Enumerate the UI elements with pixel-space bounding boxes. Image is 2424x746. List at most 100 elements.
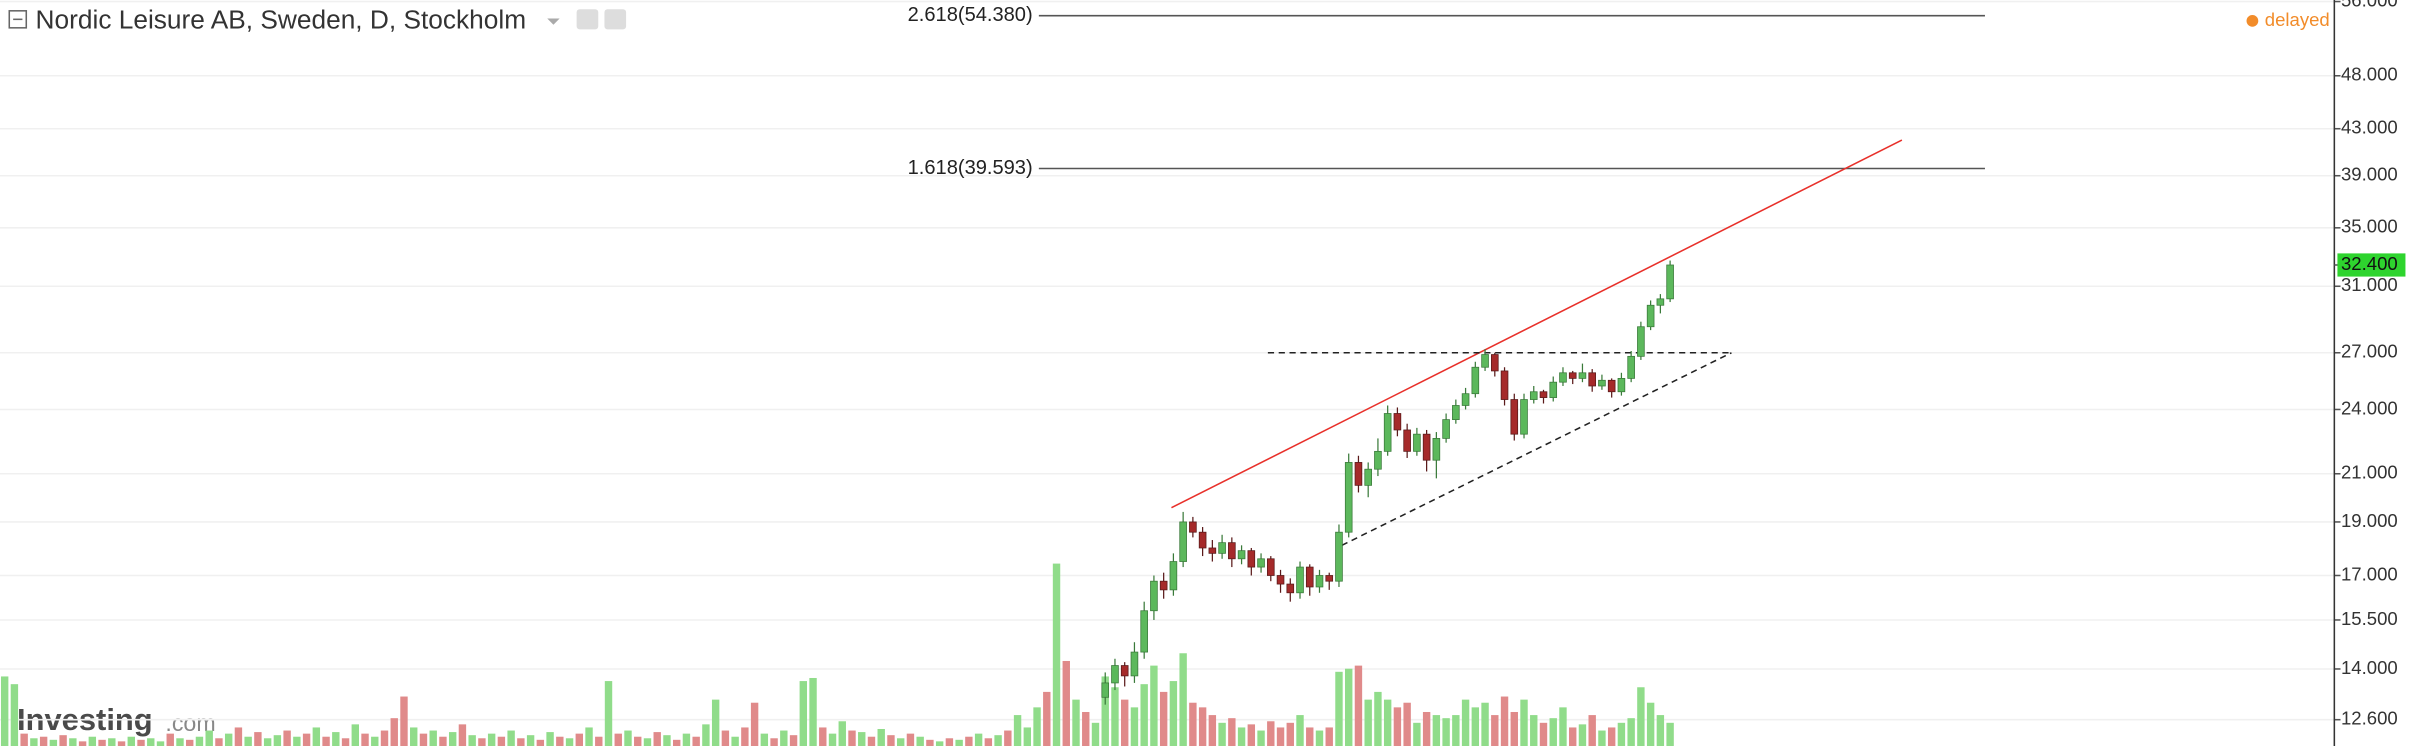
y-tick-label: 39.000 xyxy=(2341,164,2398,185)
volume-bar xyxy=(809,677,817,746)
volume-bar xyxy=(371,736,379,746)
volume-bar xyxy=(448,732,457,746)
eye-icon[interactable] xyxy=(576,9,599,30)
volume-bar xyxy=(410,727,418,746)
volume-bar xyxy=(263,738,272,746)
candle-body xyxy=(1529,391,1538,400)
volume-bar xyxy=(78,741,87,746)
volume-bar xyxy=(663,735,671,746)
volume-bar xyxy=(731,736,739,746)
volume-bar xyxy=(1325,727,1333,746)
volume-bar xyxy=(1130,707,1139,746)
volume-bar xyxy=(361,733,369,746)
candle-body xyxy=(1354,462,1363,486)
volume-bar xyxy=(380,730,389,746)
volume-bar xyxy=(0,676,9,746)
volume-bar xyxy=(400,696,408,746)
volume-bar xyxy=(108,738,116,746)
y-tick-label: 56.000 xyxy=(2341,0,2398,10)
candle-body xyxy=(1344,462,1353,533)
volume-bar xyxy=(1033,707,1041,746)
volume-bar xyxy=(994,735,1002,746)
toolbar xyxy=(8,9,627,30)
fib-label: 1.618(39.593) xyxy=(908,157,1033,179)
volume-bar xyxy=(1286,722,1294,746)
candle-body xyxy=(1111,665,1119,684)
candle-body xyxy=(1335,531,1343,582)
volume-bar xyxy=(517,738,525,746)
candle-body xyxy=(1617,378,1626,393)
volume-bar xyxy=(702,724,710,746)
candle-body xyxy=(1481,354,1489,368)
y-tick-label: 17.000 xyxy=(2341,563,2398,584)
volume-bar xyxy=(1432,715,1441,746)
volume-bar xyxy=(1150,665,1158,746)
candle-body xyxy=(1296,566,1304,594)
volume-bar xyxy=(312,727,321,746)
candle-body xyxy=(1666,264,1674,300)
volume-bar xyxy=(1276,727,1285,746)
candle-body xyxy=(1491,354,1499,372)
volume-bar xyxy=(166,733,174,746)
volume-bar xyxy=(332,732,340,746)
volume-bar xyxy=(1267,721,1275,746)
volume-bar xyxy=(721,730,730,746)
volume-bar xyxy=(1403,702,1411,746)
fib-label: 2.618(54.380) xyxy=(908,4,1033,26)
volume-bar xyxy=(293,736,301,746)
volume-bar xyxy=(1617,722,1626,746)
volume-bar xyxy=(575,733,583,746)
volume-bar xyxy=(1627,718,1635,746)
volume-bar xyxy=(88,736,97,746)
candle-body xyxy=(1520,399,1528,435)
dropdown-caret[interactable] xyxy=(547,18,560,25)
volume-bar xyxy=(1306,727,1314,746)
candle-body xyxy=(1539,391,1548,398)
volume-bar xyxy=(458,724,467,746)
volume-bar xyxy=(497,736,506,746)
volume-bar xyxy=(974,733,983,746)
volume-bar xyxy=(1101,676,1109,746)
volume-bar xyxy=(1383,699,1392,746)
collapse-button[interactable] xyxy=(8,10,28,29)
volume-bar xyxy=(604,681,613,746)
last-price-box xyxy=(2337,253,2406,277)
volume-bar xyxy=(20,733,28,746)
volume-bar xyxy=(1179,653,1187,746)
candle-body xyxy=(1286,583,1295,594)
volume-bar xyxy=(799,681,808,746)
volume-bar xyxy=(1559,707,1567,746)
candle-body xyxy=(1198,531,1207,549)
volume-bar xyxy=(1062,660,1070,746)
volume-bar xyxy=(1354,665,1363,746)
candle-body xyxy=(1432,438,1441,461)
settings-icon[interactable] xyxy=(604,9,627,30)
volume-bar xyxy=(906,733,915,746)
volume-bar xyxy=(1237,727,1246,746)
candle-body xyxy=(1267,558,1275,576)
volume-bar xyxy=(1345,668,1353,746)
candle-body xyxy=(1452,405,1460,420)
volume-bar xyxy=(351,724,359,746)
volume-bar xyxy=(653,732,661,746)
candle-body xyxy=(1403,429,1411,452)
volume-bar xyxy=(1082,711,1090,746)
volume-bar xyxy=(137,739,145,746)
candle-body xyxy=(1442,419,1450,439)
candle-body xyxy=(1150,580,1158,612)
trend-line xyxy=(1171,139,1903,509)
candle-body xyxy=(1627,355,1635,379)
candle-body xyxy=(1208,547,1217,554)
volume-bar xyxy=(614,733,622,746)
volume-bar xyxy=(195,736,204,746)
y-tick-label: 21.000 xyxy=(2341,462,2398,483)
volume-bar xyxy=(887,735,895,746)
volume-bar xyxy=(546,732,554,746)
volume-bar xyxy=(1004,730,1012,746)
volume-bar xyxy=(780,730,788,746)
volume-bar xyxy=(487,733,496,746)
volume-bar xyxy=(1520,699,1528,746)
volume-bar xyxy=(98,739,106,746)
volume-bar xyxy=(1598,730,1606,746)
volume-bar xyxy=(536,739,545,746)
